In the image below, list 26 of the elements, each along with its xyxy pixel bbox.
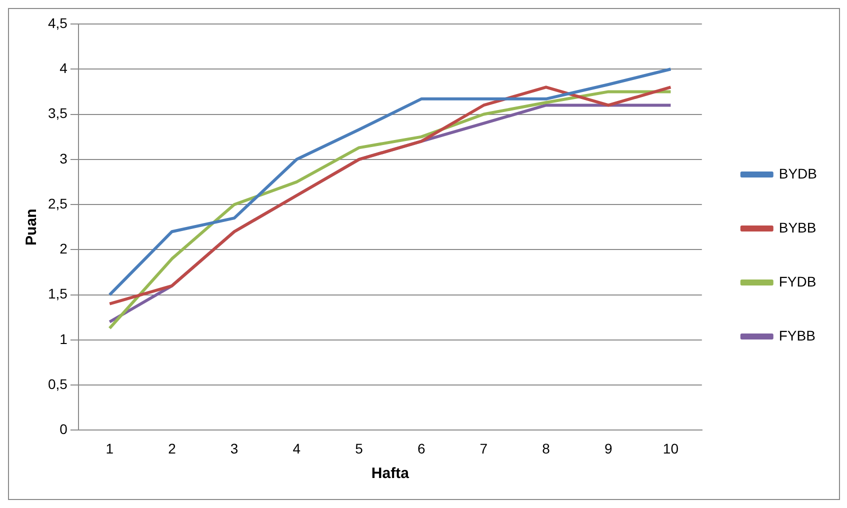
- x-tick-label: 1: [106, 440, 114, 456]
- x-tick-label: 6: [417, 440, 426, 456]
- x-tick-label: 10: [662, 440, 679, 456]
- y-tick-label: 0,5: [48, 376, 68, 392]
- x-axis-title: Hafta: [371, 465, 410, 482]
- y-tick-label: 4: [60, 60, 68, 76]
- y-tick-label: 2,5: [48, 195, 68, 212]
- x-tick-label: 7: [480, 440, 488, 456]
- x-tick-label: 3: [230, 440, 238, 456]
- x-tick-label: 8: [542, 440, 550, 456]
- y-tick-label: 4,5: [48, 14, 68, 31]
- y-tick-label: 3,5: [48, 105, 68, 122]
- y-axis-title: Puan: [23, 208, 40, 246]
- y-tick-label: 3: [60, 150, 68, 166]
- legend-label: FYDB: [778, 273, 816, 290]
- legend-label: BYDB: [778, 165, 817, 182]
- x-tick-label: 5: [355, 440, 364, 456]
- y-tick-label: 1: [60, 330, 68, 347]
- x-tick-label: 2: [168, 440, 176, 456]
- y-tick-label: 1,5: [48, 286, 68, 302]
- x-tick-label: 9: [604, 440, 612, 456]
- y-tick-label: 0: [60, 421, 68, 438]
- legend-label: BYBB: [778, 219, 816, 236]
- legend-label: FYBB: [778, 327, 816, 344]
- x-tick-label: 4: [292, 440, 301, 456]
- y-tick-label: 2: [60, 240, 68, 257]
